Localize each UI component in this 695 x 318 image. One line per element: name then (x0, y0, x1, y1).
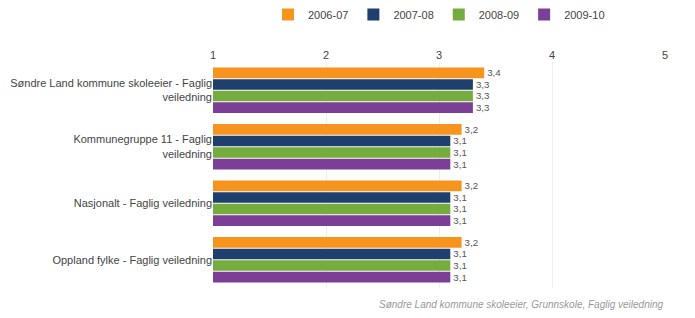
svg-text:Nasjonalt - Faglig veiledning: Nasjonalt - Faglig veiledning (74, 197, 212, 209)
svg-text:Søndre Land kommune skoleeier: Søndre Land kommune skoleeier - Fagligve… (10, 77, 212, 103)
svg-text:3,1: 3,1 (453, 248, 466, 259)
svg-text:3,1: 3,1 (453, 159, 466, 170)
svg-text:3,1: 3,1 (453, 135, 466, 146)
svg-text:2: 2 (323, 49, 329, 61)
svg-text:2009-10: 2009-10 (564, 9, 604, 21)
svg-text:1: 1 (210, 49, 216, 61)
svg-text:3,2: 3,2 (465, 237, 478, 248)
svg-text:Søndre Land kommune skoleeier,: Søndre Land kommune skoleeier, Grunnskol… (379, 299, 663, 310)
svg-text:3,1: 3,1 (453, 203, 466, 214)
svg-text:Oppland fylke - Faglig veiledn: Oppland fylke - Faglig veiledning (52, 254, 212, 266)
svg-text:3,1: 3,1 (453, 215, 466, 226)
svg-text:4: 4 (549, 49, 555, 61)
svg-text:3,3: 3,3 (476, 79, 489, 90)
svg-text:2007-08: 2007-08 (393, 9, 433, 21)
svg-text:3,1: 3,1 (453, 260, 466, 271)
svg-text:3,1: 3,1 (453, 272, 466, 283)
svg-text:3,3: 3,3 (476, 90, 489, 101)
svg-text:3,1: 3,1 (453, 147, 466, 158)
svg-text:3,4: 3,4 (487, 67, 501, 78)
svg-text:3,1: 3,1 (453, 192, 466, 203)
svg-text:3,3: 3,3 (476, 102, 489, 113)
svg-text:3: 3 (436, 49, 442, 61)
svg-text:5: 5 (662, 49, 668, 61)
svg-text:3,2: 3,2 (465, 180, 478, 191)
svg-text:2006-07: 2006-07 (308, 9, 348, 21)
svg-text:3,2: 3,2 (465, 124, 478, 135)
svg-text:2008-09: 2008-09 (479, 9, 519, 21)
svg-text:Kommunegruppe 11 - Fagligveile: Kommunegruppe 11 - Fagligveiledning (73, 133, 212, 159)
